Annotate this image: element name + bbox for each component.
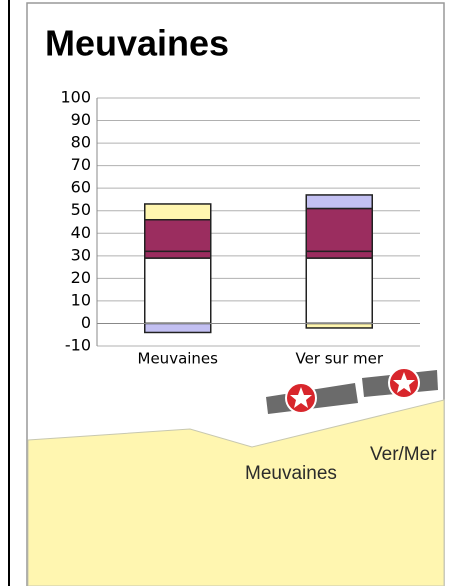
- chart-title: Meuvaines: [45, 23, 229, 64]
- y-tick-label: 10: [71, 290, 91, 309]
- bar-segment: [306, 323, 372, 328]
- bar-segment: [306, 195, 372, 209]
- bar-segment: [145, 251, 211, 258]
- y-tick-label: 20: [71, 268, 91, 287]
- y-tick-label: 100: [60, 88, 91, 107]
- y-tick-label: 70: [71, 155, 91, 174]
- page: Meuvaines Meuvaines Ver/Mer -10 0 10 20 30 40…: [0, 0, 450, 586]
- y-tick-label: 90: [71, 110, 91, 129]
- bar-segment: [306, 258, 372, 323]
- map-label: Meuvaines: [245, 463, 337, 484]
- bar-segment: [145, 220, 211, 252]
- map-label: Ver/Mer: [370, 444, 437, 465]
- y-tick-label: 30: [71, 245, 91, 264]
- y-tick-label: 0: [81, 313, 91, 332]
- bar-segment: [306, 251, 372, 258]
- bar-segment: [145, 204, 211, 220]
- x-tick-label: Ver sur mer: [295, 350, 383, 368]
- bar-segment: [145, 323, 211, 332]
- bar-segment: [145, 258, 211, 323]
- x-tick-label: Meuvaines: [138, 350, 219, 368]
- y-tick-label: 50: [71, 200, 91, 219]
- y-tick-label: 40: [71, 223, 91, 242]
- bar-segment: [306, 208, 372, 251]
- y-tick-label: 80: [71, 133, 91, 152]
- y-tick-label: -10: [65, 336, 91, 355]
- y-tick-label: 60: [71, 178, 91, 197]
